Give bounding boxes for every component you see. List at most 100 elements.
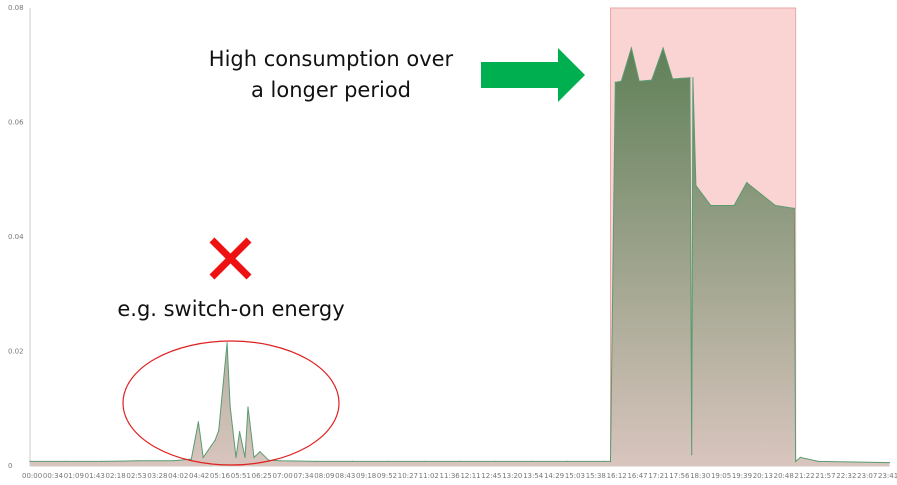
y-tick-label: 0 <box>8 462 12 470</box>
data-point <box>662 47 664 49</box>
x-tick-label: 18:30 <box>690 472 710 480</box>
data-point <box>280 460 282 462</box>
data-point <box>229 405 231 407</box>
data-point <box>746 182 748 184</box>
x-tick-label: 07:34 <box>293 472 314 480</box>
high-consumption-annotation-line1: High consumption over <box>209 47 454 71</box>
data-point <box>672 78 674 80</box>
x-tick-label: 00:00 <box>22 472 42 480</box>
data-point <box>733 204 735 207</box>
x-tick-label: 02:53 <box>126 472 146 480</box>
x-tick-label: 04:42 <box>189 472 209 480</box>
data-point <box>817 460 819 462</box>
x-tick-label: 02:18 <box>106 472 126 480</box>
x-tick-label: 15:38 <box>586 472 606 480</box>
data-point <box>799 456 802 458</box>
y-tick-label: 0.02 <box>8 348 24 356</box>
data-point <box>695 184 697 187</box>
x-tick-label: 08:43 <box>335 472 355 480</box>
x-tick-label: 06:25 <box>252 472 272 480</box>
x-tick-label: 22:32 <box>836 472 856 480</box>
data-point <box>316 460 318 462</box>
data-point <box>202 456 204 458</box>
data-point <box>136 460 139 462</box>
data-point <box>638 80 640 82</box>
x-tick-label: 04:02 <box>168 472 188 480</box>
x-tick-label: 14:29 <box>544 472 564 480</box>
y-tick-label: 0.04 <box>8 233 24 241</box>
data-point <box>680 77 682 79</box>
cross-mark-icon <box>209 237 252 280</box>
x-tick-label: 00:34 <box>43 472 64 480</box>
y-tick-label: 0.08 <box>8 4 24 12</box>
data-point <box>235 456 237 458</box>
x-tick-label: 05:51 <box>231 472 251 480</box>
x-tick-label: 12:45 <box>481 472 501 480</box>
x-tick-label: 15:03 <box>565 472 585 480</box>
data-point <box>214 439 216 441</box>
data-point <box>190 458 192 460</box>
x-tick-label: 17:21 <box>648 472 668 480</box>
data-point <box>689 77 691 79</box>
x-tick-label: 11:02 <box>419 472 439 480</box>
x-tick-label: 09:52 <box>377 472 397 480</box>
x-tick-label: 19:39 <box>732 472 752 480</box>
x-tick-label: 21:22 <box>794 472 814 480</box>
data-point <box>101 460 103 462</box>
x-tick-label: 01:09 <box>64 472 84 480</box>
x-tick-label: 05:16 <box>210 472 231 480</box>
data-point <box>531 460 533 462</box>
y-tick-label: 0.06 <box>8 119 24 127</box>
data-point <box>609 460 612 462</box>
data-point <box>253 456 255 458</box>
x-tick-label: 20:48 <box>774 472 794 480</box>
x-tick-label: 23:41 <box>878 472 897 480</box>
data-point <box>459 460 461 462</box>
data-point <box>710 204 712 207</box>
y-tick-labels: 0 0.02 0.04 0.06 0.08 <box>8 4 24 470</box>
x-tick-label: 16:47 <box>627 472 647 480</box>
x-tick-label: 21:57 <box>815 472 835 480</box>
data-point <box>651 79 653 81</box>
data-point <box>630 47 633 49</box>
data-point <box>226 342 228 344</box>
data-point <box>423 460 425 462</box>
data-point <box>795 460 797 462</box>
data-point <box>692 77 694 79</box>
consumption-line <box>30 46 890 464</box>
arrow-right-icon <box>481 48 585 102</box>
data-point <box>65 460 67 462</box>
x-tick-label: 23:07 <box>857 472 877 480</box>
data-point <box>29 460 31 462</box>
data-point <box>691 454 693 456</box>
data-point <box>566 460 569 462</box>
switch-on-energy-annotation: e.g. switch-on energy <box>117 297 344 321</box>
data-point <box>218 429 220 432</box>
x-tick-labels: 00:00 00:34 01:09 01:43 02:18 02:53 03:28 04:02… <box>22 472 897 480</box>
x-tick-label: 08:09 <box>314 472 334 480</box>
x-tick-label: 19:05 <box>711 472 731 480</box>
data-point <box>172 460 174 462</box>
x-tick-label: 13:20 <box>502 472 522 480</box>
high-consumption-annotation-line2: a longer period <box>251 78 411 102</box>
data-point <box>620 80 622 82</box>
data-points <box>29 47 891 464</box>
data-point <box>351 460 354 462</box>
data-point <box>239 431 241 433</box>
x-tick-label: 09:18 <box>356 472 376 480</box>
data-point <box>244 456 246 458</box>
data-point <box>614 81 616 83</box>
data-point <box>247 406 249 408</box>
data-point <box>888 462 891 464</box>
data-point <box>602 460 604 462</box>
data-point <box>259 451 261 453</box>
x-tick-label: 17:56 <box>669 472 690 480</box>
x-tick-label: 13:54 <box>523 472 544 480</box>
x-tick-label: 16:12 <box>607 472 627 480</box>
x-tick-label: 20:13 <box>753 472 773 480</box>
switch-on-energy-ellipse <box>122 340 340 466</box>
x-tick-label: 03:28 <box>147 472 167 480</box>
data-point <box>774 204 776 207</box>
x-tick-label: 12:11 <box>460 472 480 480</box>
